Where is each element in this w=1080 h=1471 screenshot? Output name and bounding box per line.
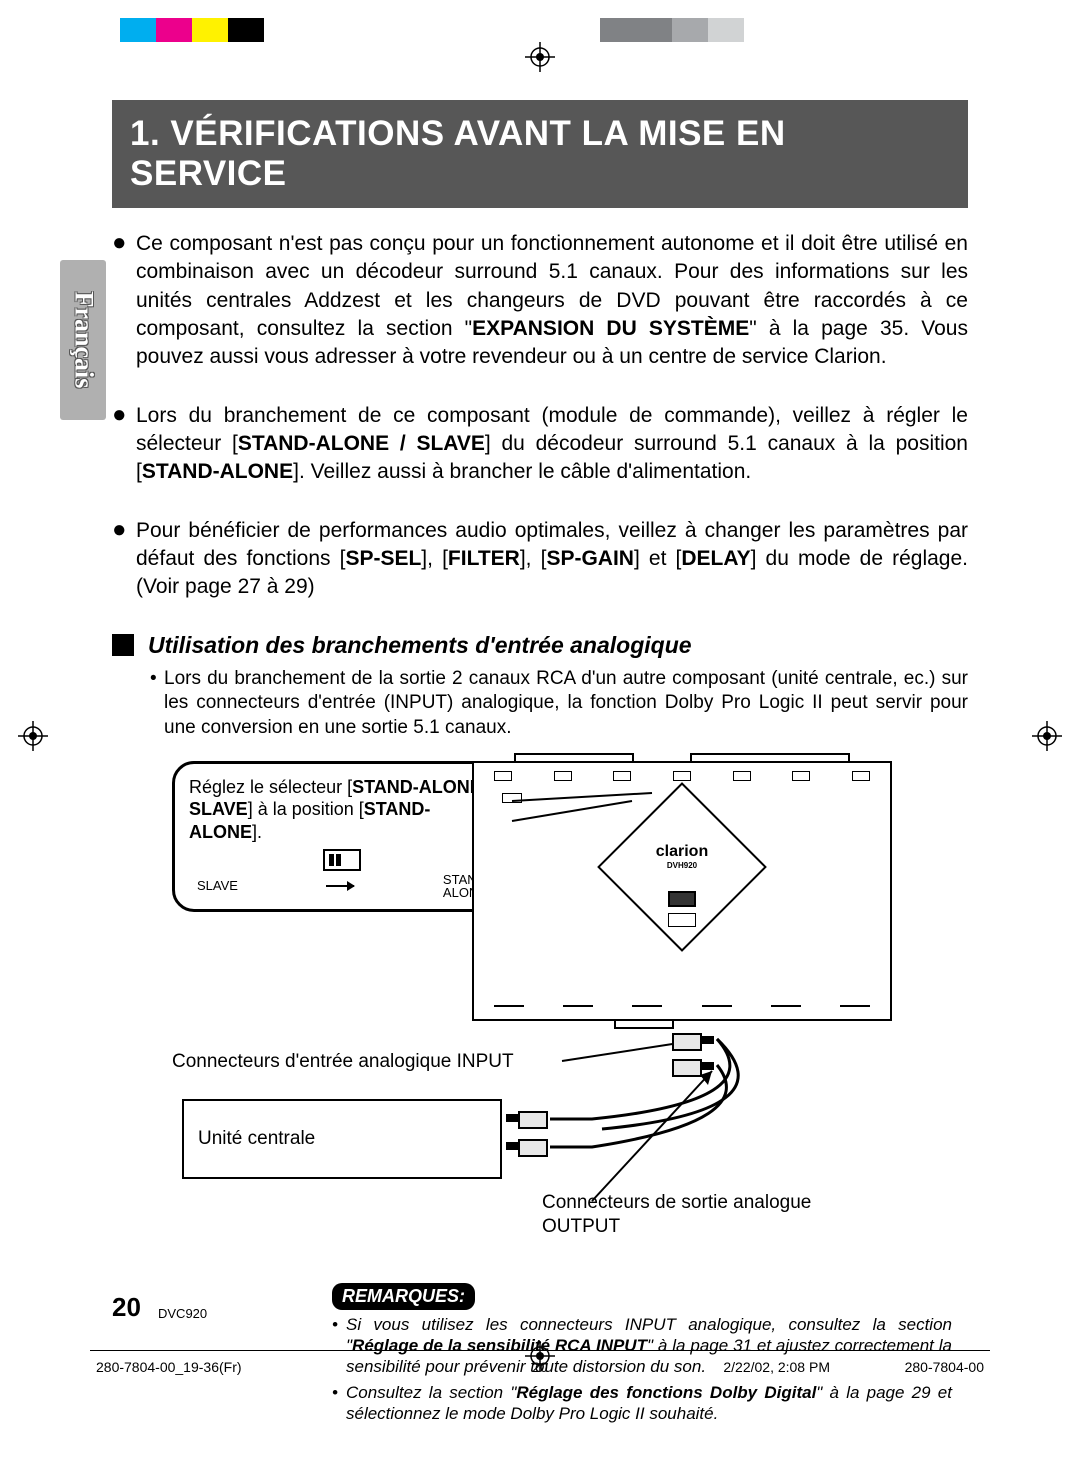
cmyk-swatches-left bbox=[120, 18, 264, 42]
bullet-dot-icon: • bbox=[150, 667, 164, 741]
remark-text: Si vous utilisez les connecteurs INPUT a… bbox=[346, 1314, 952, 1378]
swatch bbox=[120, 18, 156, 42]
footer-rule bbox=[90, 1350, 990, 1351]
footer-date: 2/22/02, 2:08 PM bbox=[723, 1359, 830, 1375]
language-label: Français bbox=[68, 292, 98, 389]
subheading: Utilisation des branchements d'entrée an… bbox=[112, 632, 968, 659]
rca-plug-icon bbox=[502, 1137, 548, 1155]
swatch bbox=[600, 18, 636, 42]
output-label: Connecteurs de sortie analogue OUTPUT bbox=[542, 1191, 811, 1239]
bullet-text: Lors du branchement de ce composant (mod… bbox=[136, 402, 968, 487]
rca-plug-icon bbox=[672, 1057, 718, 1075]
registration-bar bbox=[0, 18, 1080, 58]
brand-label: clarion DVH920 bbox=[652, 843, 712, 870]
bullet-dot-icon: • bbox=[332, 1314, 346, 1378]
bullet-dot-icon: ● bbox=[112, 517, 136, 602]
swatch bbox=[672, 18, 708, 42]
slave-label: SLAVE bbox=[197, 878, 238, 894]
arrow-icon bbox=[326, 885, 354, 887]
grey-swatches-right bbox=[600, 18, 744, 42]
bullet-text: Pour bénéficier de performances audio op… bbox=[136, 517, 968, 602]
bullet-item: ● Pour bénéficier de performances audio … bbox=[112, 517, 968, 602]
page-number: 20 bbox=[112, 1292, 141, 1323]
bullet-item: ● Ce composant n'est pas conçu pour un f… bbox=[112, 230, 968, 372]
rca-output-plugs bbox=[502, 1109, 548, 1165]
footer-code: 280-7804-00 bbox=[905, 1359, 984, 1375]
swatch bbox=[708, 18, 744, 42]
bullet-dot-icon: ● bbox=[112, 230, 136, 372]
remarks-block: REMARQUES: • Si vous utilisez les connec… bbox=[332, 1283, 952, 1424]
bullet-text: Ce composant n'est pas conçu pour un fon… bbox=[136, 230, 968, 372]
swatch bbox=[228, 18, 264, 42]
bullet-list: ● Ce composant n'est pas conçu pour un f… bbox=[112, 230, 968, 602]
language-tab: Français bbox=[60, 260, 106, 420]
remark-item: • Consultez la section "Réglage des fonc… bbox=[332, 1382, 952, 1425]
switch-labels: SLAVE STAND ALONE bbox=[189, 873, 495, 899]
bottom-connectors bbox=[494, 1001, 870, 1011]
section-title: 1. VÉRIFICATIONS AVANT LA MISE EN SERVIC… bbox=[112, 100, 968, 208]
dolby-badge-icon bbox=[668, 913, 696, 927]
page-model: DVC920 bbox=[158, 1306, 207, 1321]
decoder-unit: clarion DVH920 bbox=[472, 761, 892, 1021]
subheading-text: Utilisation des branchements d'entrée an… bbox=[148, 632, 692, 659]
registration-cross-icon bbox=[18, 721, 48, 751]
sub-text: Lors du branchement de la sortie 2 canau… bbox=[164, 667, 968, 741]
switch-icon bbox=[323, 849, 361, 871]
footer-file: 280-7804-00_19-36(Fr) bbox=[96, 1359, 242, 1375]
sub-paragraph: • Lors du branchement de la sortie 2 can… bbox=[150, 667, 968, 741]
bullet-item: ● Lors du branchement de ce composant (m… bbox=[112, 402, 968, 487]
dts-badge-icon bbox=[668, 891, 696, 907]
remarks-heading: REMARQUES: bbox=[332, 1283, 475, 1310]
footer-pg: 20 bbox=[532, 1359, 548, 1375]
remark-text: Consultez la section "Réglage des foncti… bbox=[346, 1382, 952, 1425]
rca-input-plugs bbox=[672, 1031, 718, 1083]
remark-item: • Si vous utilisez les connecteurs INPUT… bbox=[332, 1314, 952, 1378]
square-bullet-icon bbox=[112, 634, 134, 656]
input-label: Connecteurs d'entrée analogique INPUT bbox=[172, 1051, 514, 1074]
swatch bbox=[636, 18, 672, 42]
bullet-dot-icon: • bbox=[332, 1382, 346, 1425]
central-unit-box: Unité centrale bbox=[182, 1099, 502, 1179]
bullet-dot-icon: ● bbox=[112, 402, 136, 487]
switch-indicator-icon bbox=[502, 793, 522, 803]
page-root: Français 1. VÉRIFICATIONS AVANT LA MISE … bbox=[0, 0, 1080, 1471]
content-area: 1. VÉRIFICATIONS AVANT LA MISE EN SERVIC… bbox=[112, 100, 968, 1424]
rca-plug-icon bbox=[672, 1031, 718, 1049]
swatch bbox=[156, 18, 192, 42]
selector-callout: Réglez le sélecteur [STAND-ALONE / SLAVE… bbox=[172, 761, 512, 913]
central-unit-label: Unité centrale bbox=[198, 1128, 315, 1150]
registration-cross-icon bbox=[1032, 721, 1062, 751]
connection-diagram: Réglez le sélecteur [STAND-ALONE / SLAVE… bbox=[172, 761, 932, 1271]
swatch bbox=[192, 18, 228, 42]
registration-cross-icon bbox=[525, 42, 555, 72]
rca-plug-icon bbox=[502, 1109, 548, 1127]
